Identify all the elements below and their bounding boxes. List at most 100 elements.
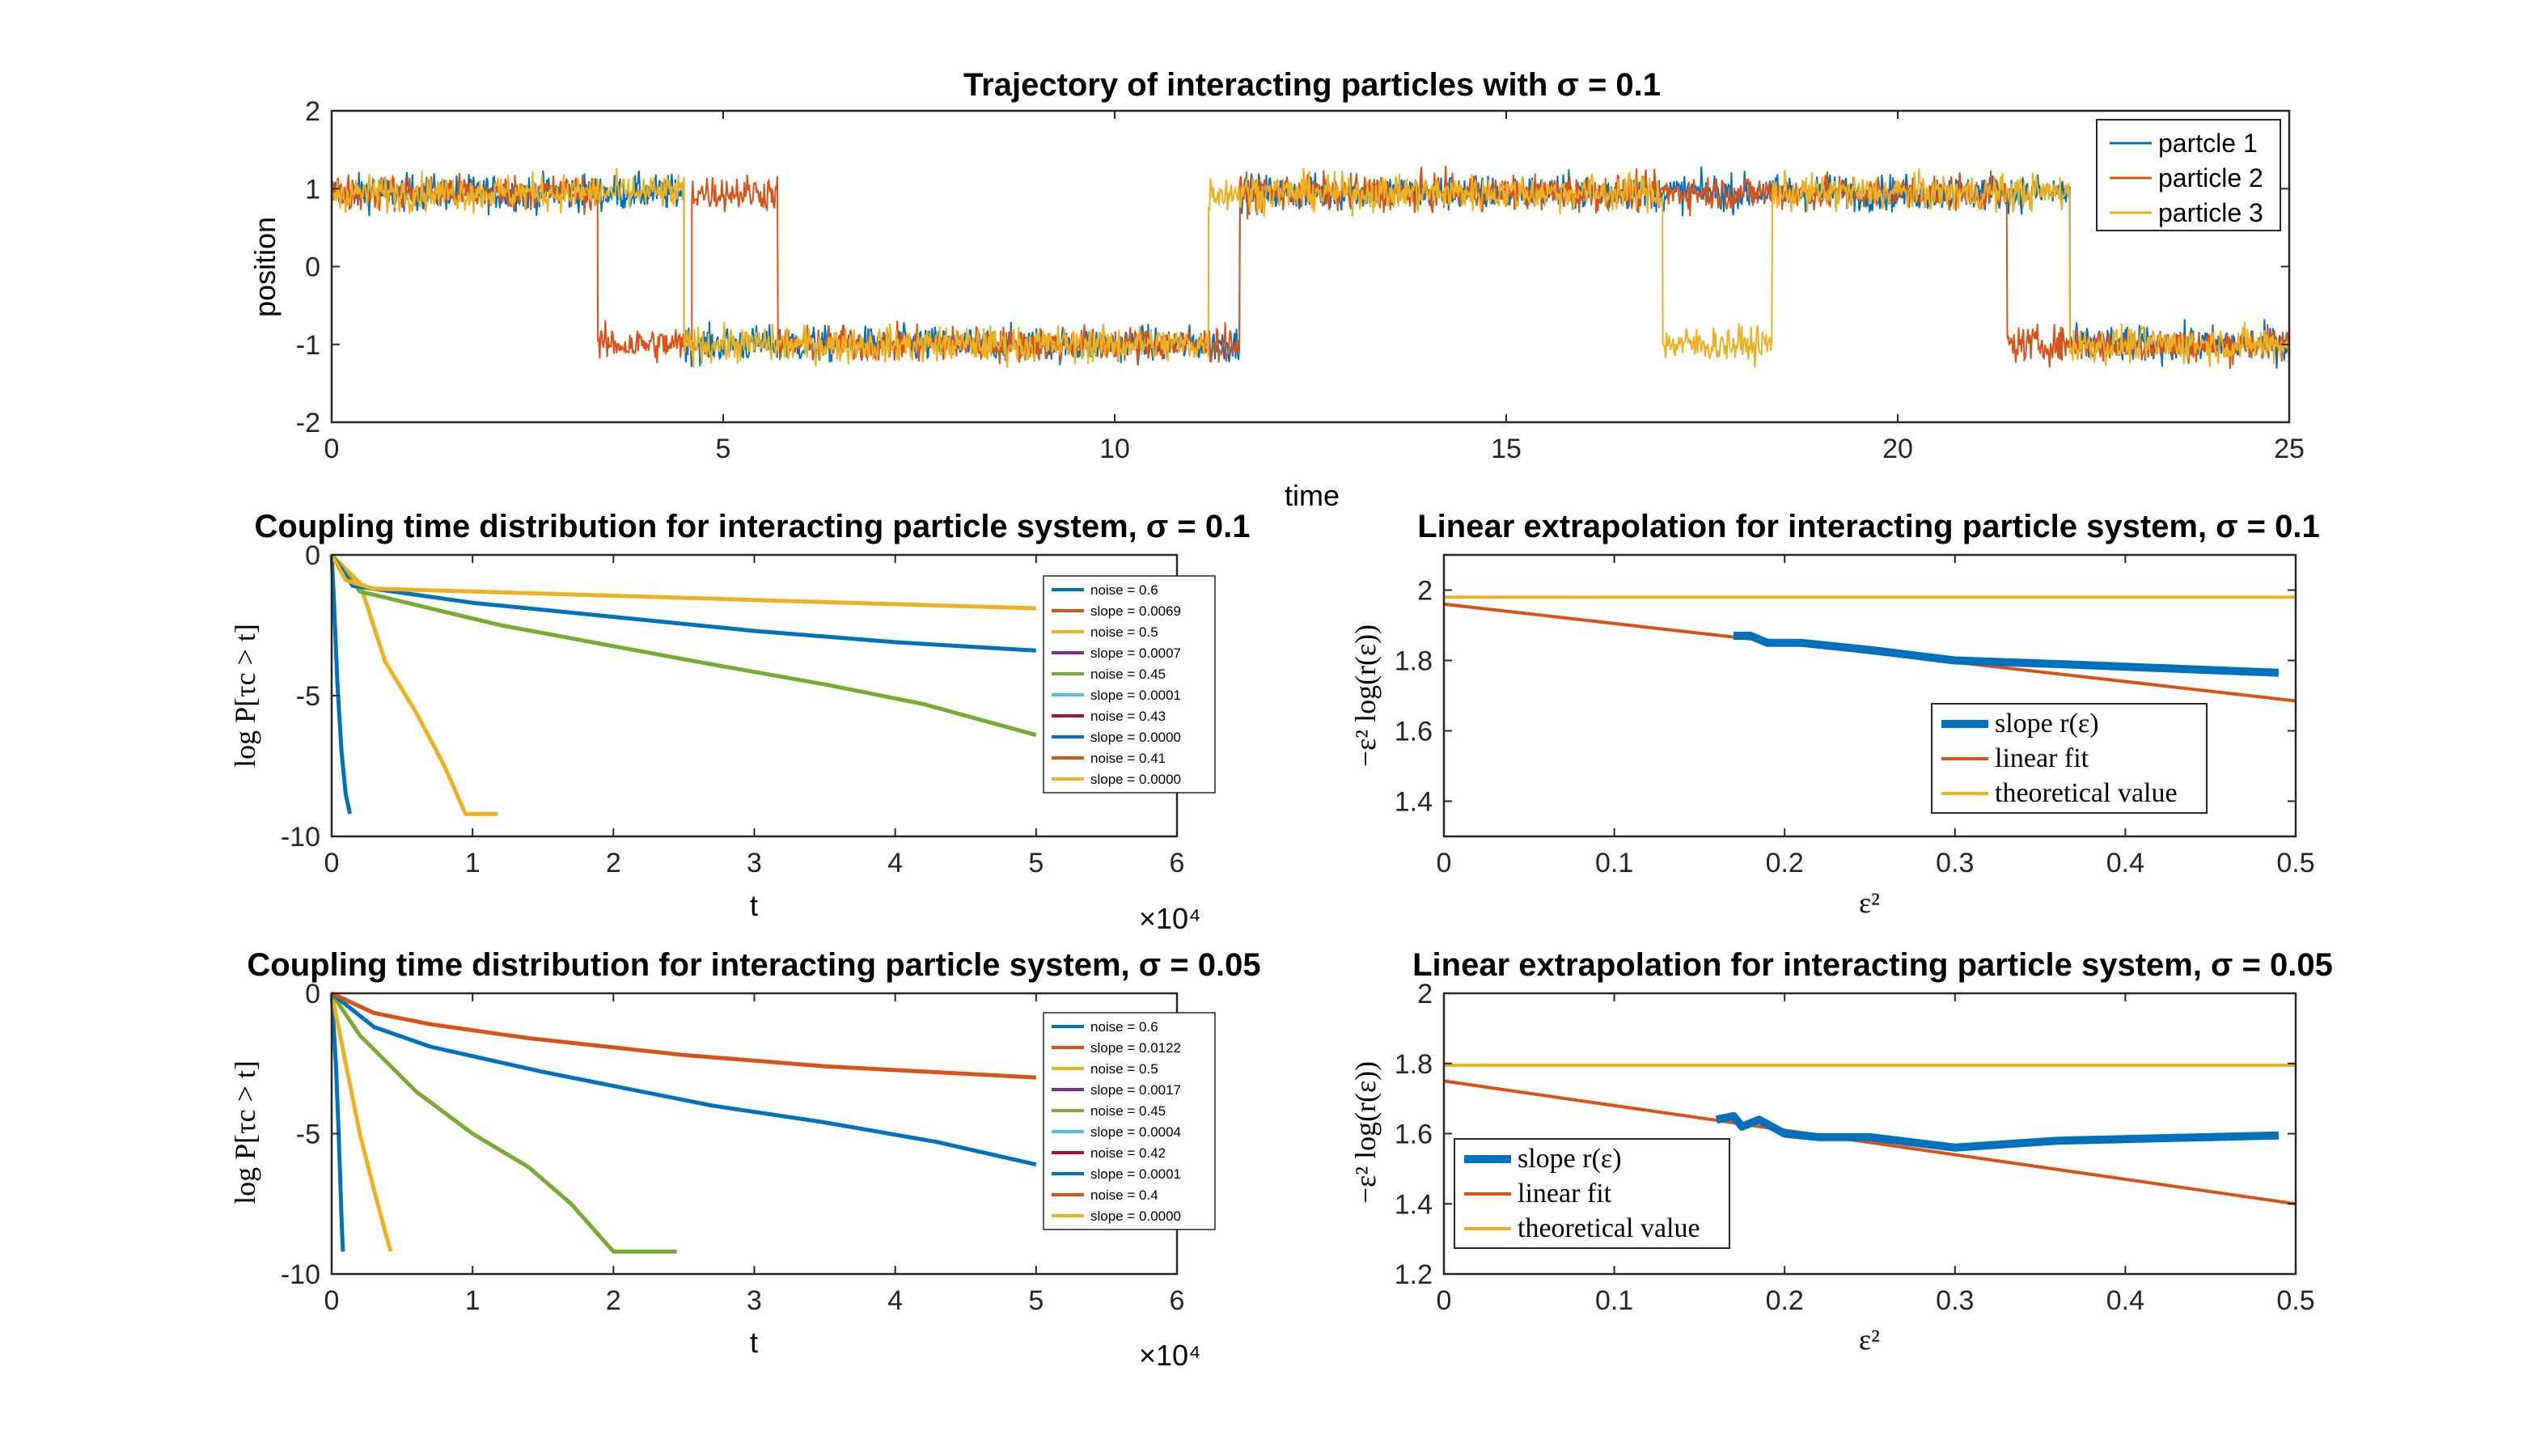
x-tick-label: 6 <box>1170 848 1185 878</box>
y-tick-label: -5 <box>296 681 320 712</box>
coupling1-x-multiplier: ×10⁴ <box>1139 902 1201 935</box>
coupling2-legend-label: slope = 0.0000 <box>1090 1208 1181 1224</box>
linear1-title: Linear extrapolation for interacting par… <box>1417 509 2320 544</box>
trajectory-title: Trajectory of interacting particles with… <box>963 67 1661 103</box>
x-tick-label: 5 <box>1028 1285 1044 1316</box>
trajectory-plot-area <box>331 166 2290 370</box>
y-tick-label: 1.8 <box>1395 646 1433 677</box>
coupling1-legend: noise = 0.6 slope = 0.0069 noise = 0.5 slop… <box>1043 575 1216 794</box>
y-tick-label: -1 <box>296 330 320 361</box>
legend-label-particle-3: particle 3 <box>2158 198 2263 227</box>
linear1-ylabel: −ε² log(r(ε)) <box>1349 624 1382 767</box>
x-tick-label: 0.1 <box>1595 848 1633 878</box>
x-tick-label: 10 <box>1099 434 1130 464</box>
trajectory-axes-frame <box>330 109 2291 424</box>
y-tick-label: 2 <box>305 96 320 127</box>
linear2-legend: slope r(ε) linear fit theoretical value <box>1454 1138 1730 1249</box>
linear-panel-sigma-0.05: Linear extrapolation for interacting par… <box>1349 947 2333 1356</box>
x-tick-label: 3 <box>747 1285 762 1316</box>
linear1-legend: slope r(ε) linear fit theoretical value <box>1931 703 2208 814</box>
coupling1-legend-label: slope = 0.0069 <box>1090 603 1181 619</box>
linear2-linear-fit-line <box>1443 1079 2297 1206</box>
coupling2-ticks: 0 1 2 3 4 5 6 -10 -5 0 <box>281 979 1185 1316</box>
linear2-slope-line <box>1715 1111 2280 1152</box>
x-tick-label: 20 <box>1882 434 1913 464</box>
trajectory-legend: partcle 1 particle 2 particle 3 <box>2096 119 2281 231</box>
x-tick-label: 2 <box>606 848 621 878</box>
x-tick-label: 15 <box>1491 434 1522 464</box>
x-tick-label: 1 <box>465 848 480 878</box>
y-tick-label: 1.4 <box>1395 787 1433 818</box>
linear1-ticks: 0 0.1 0.2 0.3 0.4 0.5 1.4 1.6 1.8 2 <box>1395 555 2315 878</box>
linear2-ticks: 0 0.1 0.2 0.3 0.4 0.5 1.2 1.4 1.6 1.8 2 <box>1395 979 2315 1316</box>
linear2-legend-label-fit: linear fit <box>1518 1179 1612 1208</box>
linear2-legend-label-slope: slope r(ε) <box>1518 1144 1622 1174</box>
linear1-legend-label-theory: theoretical value <box>1995 778 2178 808</box>
coupling1-series-4 <box>329 553 1036 653</box>
legend-label-particle-1: partcle 1 <box>2158 129 2258 158</box>
trajectory-series-3 <box>331 167 2290 368</box>
coupling2-series-4 <box>330 992 1037 1167</box>
coupling1-series-3 <box>330 553 1037 738</box>
y-tick-label: 1.6 <box>1395 717 1433 747</box>
coupling1-legend-label: slope = 0.0001 <box>1090 688 1181 703</box>
coupling2-title: Coupling time distribution for interacti… <box>247 947 1260 983</box>
linear1-plot-area <box>1443 595 2297 703</box>
x-tick-label: 0 <box>1437 1285 1452 1316</box>
linear-panel-sigma-0.1: Linear extrapolation for interacting par… <box>1349 509 2320 919</box>
coupling2-legend-label: noise = 0.5 <box>1090 1061 1158 1077</box>
x-tick-label: 5 <box>1028 848 1044 878</box>
legend-label-particle-2: particle 2 <box>2158 163 2263 193</box>
trajectory-xlabel: time <box>1285 479 1340 512</box>
coupling2-legend-label: noise = 0.6 <box>1090 1019 1158 1035</box>
linear1-legend-label-slope: slope r(ε) <box>1995 709 2099 739</box>
x-tick-label: 4 <box>887 848 903 878</box>
linear2-title: Linear extrapolation for interacting par… <box>1412 947 2333 983</box>
x-tick-label: 0.5 <box>2276 1285 2314 1316</box>
x-tick-label: 3 <box>747 848 762 878</box>
trajectory-ylabel: position <box>248 217 282 317</box>
coupling1-xlabel: t <box>750 889 758 922</box>
x-tick-label: 5 <box>716 434 731 464</box>
x-tick-label: 0.2 <box>1766 848 1804 878</box>
x-tick-label: 0 <box>324 1285 340 1316</box>
x-tick-label: 0.3 <box>1936 1285 1974 1316</box>
x-tick-label: 0 <box>324 848 340 878</box>
y-tick-label: -10 <box>281 1259 320 1290</box>
coupling2-legend-label: noise = 0.45 <box>1090 1103 1166 1119</box>
x-tick-label: 1 <box>465 1285 480 1316</box>
trajectory-panel: Trajectory of interacting particles with… <box>248 67 2305 512</box>
coupling2-x-multiplier: ×10⁴ <box>1139 1339 1201 1372</box>
coupling2-legend: noise = 0.6 slope = 0.0122 noise = 0.5 slop… <box>1043 1012 1216 1230</box>
coupling1-legend-label: slope = 0.0000 <box>1090 730 1181 745</box>
linear2-plot-area <box>1443 1063 2297 1206</box>
y-tick-label: 2 <box>1417 576 1433 607</box>
x-tick-label: 0.4 <box>2106 848 2144 878</box>
y-tick-label: -5 <box>296 1120 320 1150</box>
coupling1-legend-label: noise = 0.45 <box>1090 667 1166 682</box>
linear1-axes-frame <box>1442 553 2297 838</box>
x-tick-label: 6 <box>1170 1285 1185 1316</box>
y-tick-label: -10 <box>281 822 320 853</box>
coupling-panel-sigma-0.05: Coupling time distribution for interacti… <box>229 947 1261 1372</box>
coupling1-series-1 <box>329 554 353 815</box>
coupling2-legend-label: slope = 0.0001 <box>1090 1166 1181 1182</box>
coupling2-series-3 <box>329 992 677 1254</box>
coupling2-series-5 <box>330 991 1036 1080</box>
coupling1-legend-label: noise = 0.6 <box>1090 582 1158 598</box>
coupling2-series-2 <box>329 993 393 1252</box>
coupling1-series-5 <box>329 553 1036 611</box>
y-tick-label: 1.2 <box>1395 1259 1433 1290</box>
x-tick-label: 0.2 <box>1766 1285 1804 1316</box>
coupling2-legend-label: slope = 0.0122 <box>1090 1040 1181 1056</box>
x-tick-label: 4 <box>887 1285 903 1316</box>
y-tick-label: 0 <box>305 540 320 571</box>
linear1-xlabel: ε² <box>1859 887 1880 919</box>
x-tick-label: 0 <box>324 434 340 464</box>
coupling2-legend-label: noise = 0.4 <box>1090 1187 1158 1203</box>
y-tick-label: -2 <box>296 408 320 438</box>
coupling1-legend-label: noise = 0.5 <box>1090 624 1158 640</box>
coupling2-legend-label: noise = 0.42 <box>1090 1145 1166 1161</box>
y-tick-label: 1.4 <box>1395 1189 1433 1220</box>
